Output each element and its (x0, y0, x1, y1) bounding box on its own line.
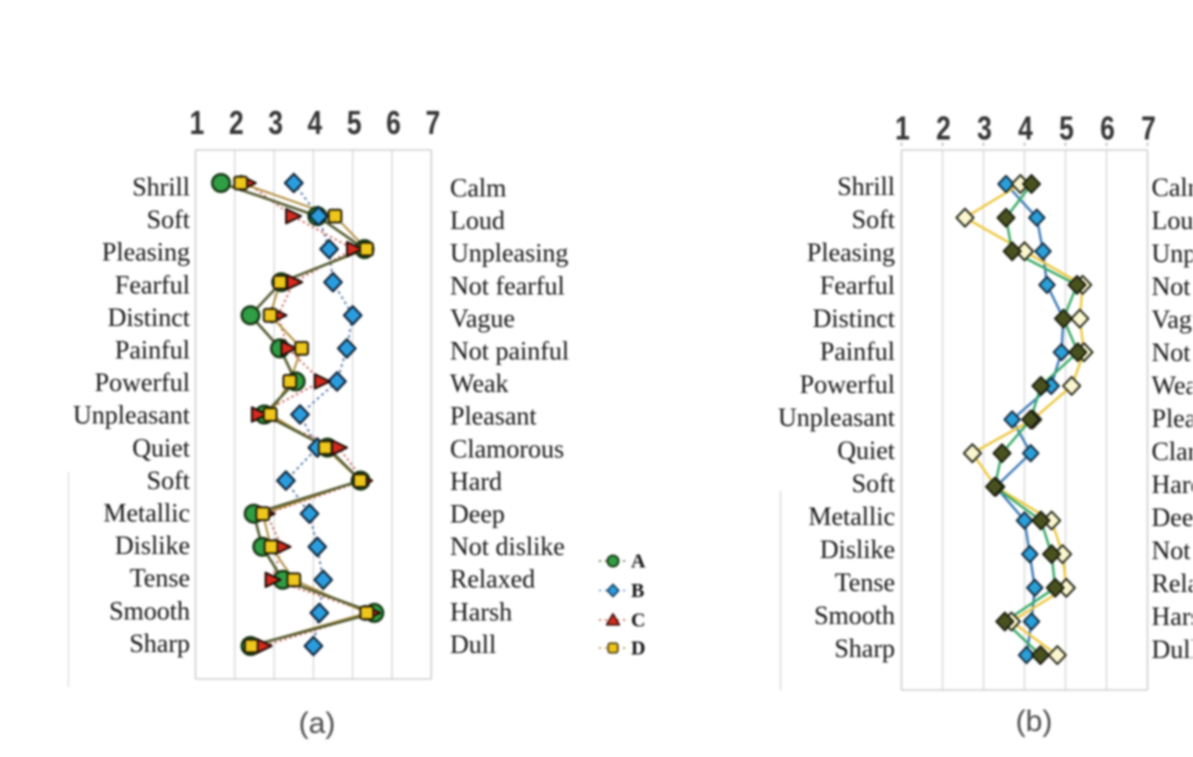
svg-text:Metallic: Metallic (808, 502, 895, 531)
svg-text:Powerful: Powerful (800, 370, 895, 399)
svg-text:Unpleasing: Unpleasing (450, 239, 568, 268)
svg-text:Pleasant: Pleasant (1152, 404, 1193, 433)
svg-text:C: C (631, 610, 645, 632)
svg-text:Loud: Loud (1152, 206, 1193, 235)
svg-text:Deep: Deep (1152, 503, 1193, 532)
svg-text:Soft: Soft (147, 205, 191, 234)
svg-text:6: 6 (1100, 111, 1115, 147)
svg-text:Metallic: Metallic (103, 499, 190, 528)
svg-text:Powerful: Powerful (95, 368, 190, 397)
svg-text:Not painful: Not painful (450, 337, 569, 366)
svg-text:Clamorous: Clamorous (450, 434, 564, 463)
svg-text:Tense: Tense (130, 564, 190, 593)
svg-text:Sharp: Sharp (834, 634, 895, 663)
svg-text:Shrill: Shrill (837, 172, 895, 201)
svg-text:Unpleasant: Unpleasant (778, 403, 896, 432)
svg-text:Not painful: Not painful (1152, 338, 1193, 367)
svg-text:Unpleasing: Unpleasing (1152, 239, 1193, 268)
svg-text:Weak: Weak (1152, 371, 1193, 400)
svg-text:Vague: Vague (1152, 305, 1193, 334)
svg-text:Not dislike: Not dislike (450, 532, 565, 561)
svg-text:5: 5 (1059, 111, 1074, 147)
svg-text:7: 7 (425, 105, 440, 141)
svg-text:1: 1 (895, 111, 910, 147)
svg-text:Soft: Soft (852, 205, 896, 234)
svg-text:Dislike: Dislike (115, 531, 190, 560)
svg-text:Dull: Dull (450, 630, 496, 659)
svg-text:Pleasing: Pleasing (102, 238, 190, 267)
svg-text:Fearful: Fearful (115, 270, 190, 299)
svg-text:Dull: Dull (1152, 635, 1193, 664)
svg-text:Relaxed: Relaxed (1152, 569, 1193, 598)
svg-text:6: 6 (386, 105, 401, 141)
svg-text:Deep: Deep (450, 500, 505, 529)
svg-text:Loud: Loud (450, 206, 505, 235)
svg-text:Not fearful: Not fearful (1152, 272, 1193, 301)
svg-text:Hard: Hard (450, 467, 502, 496)
svg-text:Calm: Calm (1152, 173, 1193, 202)
svg-text:(b): (b) (1016, 705, 1053, 738)
svg-text:2: 2 (936, 111, 951, 147)
svg-text:4: 4 (308, 105, 323, 141)
svg-text:Calm: Calm (450, 174, 506, 203)
svg-text:Tense: Tense (835, 568, 895, 597)
svg-text:Distinct: Distinct (108, 303, 191, 332)
svg-text:Fearful: Fearful (820, 271, 895, 300)
svg-text:Quiet: Quiet (837, 436, 896, 465)
svg-text:Not dislike: Not dislike (1152, 536, 1193, 565)
svg-text:Quiet: Quiet (132, 433, 191, 462)
svg-text:1: 1 (190, 105, 205, 141)
svg-text:5: 5 (347, 105, 362, 141)
svg-text:4: 4 (1018, 111, 1033, 147)
svg-text:Harsh: Harsh (450, 597, 512, 626)
svg-text:Soft: Soft (147, 466, 191, 495)
svg-text:2: 2 (229, 105, 244, 141)
svg-text:Pleasing: Pleasing (807, 238, 895, 267)
svg-text:B: B (631, 580, 644, 602)
svg-text:Smooth: Smooth (109, 596, 190, 625)
svg-text:3: 3 (268, 105, 283, 141)
svg-text:Smooth: Smooth (814, 601, 895, 630)
svg-text:Painful: Painful (820, 337, 895, 366)
svg-text:Unpleasant: Unpleasant (73, 401, 191, 430)
svg-text:Weak: Weak (450, 369, 509, 398)
svg-text:Shrill: Shrill (132, 173, 190, 202)
svg-text:Soft: Soft (852, 469, 896, 498)
svg-text:Sharp: Sharp (129, 629, 190, 658)
svg-text:3: 3 (977, 111, 992, 147)
svg-text:Not fearful: Not fearful (450, 271, 565, 300)
svg-text:A: A (631, 551, 646, 573)
svg-text:D: D (631, 638, 645, 660)
svg-text:Clamorous: Clamorous (1152, 437, 1193, 466)
svg-text:Pleasant: Pleasant (450, 402, 537, 431)
svg-text:Distinct: Distinct (813, 304, 896, 333)
svg-text:Painful: Painful (115, 336, 190, 365)
svg-text:Harsh: Harsh (1152, 602, 1193, 631)
svg-text:Relaxed: Relaxed (450, 565, 535, 594)
svg-text:Dislike: Dislike (820, 535, 895, 564)
svg-text:Hard: Hard (1152, 470, 1193, 499)
svg-text:(a): (a) (299, 707, 336, 740)
svg-text:Vague: Vague (450, 304, 515, 333)
svg-text:7: 7 (1141, 111, 1156, 147)
